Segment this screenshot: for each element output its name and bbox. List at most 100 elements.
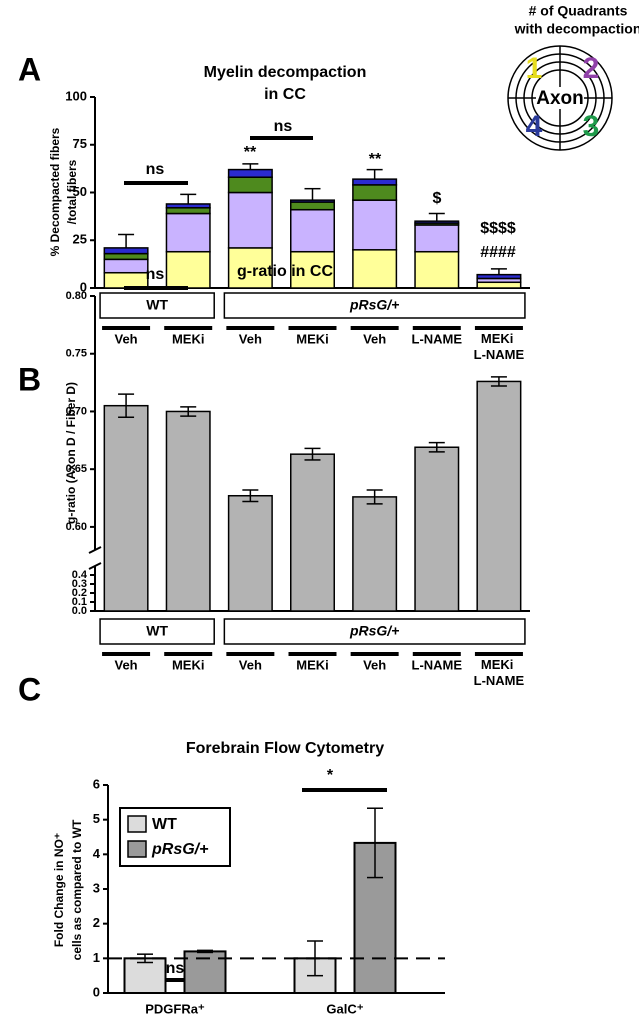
y-axis-label: % Decompacted fibers (48, 127, 62, 256)
bar-segment (476, 273, 522, 280)
annotation: ns (274, 118, 293, 135)
x-tick-label: MEKi (172, 657, 205, 672)
bar (414, 446, 460, 612)
y-tick-label: 0.65 (66, 463, 87, 475)
legend-title: with decompaction (514, 21, 639, 37)
annotation: ns (146, 161, 165, 178)
category-underline (164, 326, 213, 330)
y-axis-label: g-ratio (Axon D / Fiber D) (64, 382, 78, 524)
category-underline (474, 326, 523, 330)
bar (290, 453, 335, 612)
bar-segment (227, 247, 273, 289)
category-underline (164, 652, 213, 656)
bar-segment (290, 199, 335, 203)
x-tick-label: Veh (363, 331, 386, 346)
bar-segment (103, 252, 149, 261)
x-tick-label: MEKi L-NAME (474, 331, 525, 362)
x-tick-label: L-NAME (412, 657, 463, 672)
bar-segment (352, 184, 398, 201)
x-tick-label: Veh (239, 657, 262, 672)
error-bar (367, 807, 383, 879)
legend-label: 4 (526, 110, 543, 143)
error-bar (428, 212, 445, 222)
annotation: ns (146, 266, 165, 283)
legend-label: 1 (526, 52, 543, 85)
error-bar (180, 406, 197, 417)
bar-segment (476, 281, 522, 289)
panel-label: A (18, 51, 41, 87)
chart-title: Forebrain Flow Cytometry (186, 740, 384, 757)
legend-label: pRsG/+ (151, 841, 208, 858)
category-underline (350, 652, 399, 656)
y-tick-label: 6 (93, 776, 100, 791)
y-tick-label: 0.3 (72, 578, 87, 590)
legend-label: 3 (583, 110, 600, 143)
error-bar (366, 168, 383, 180)
bar-segment (165, 250, 211, 289)
category-underline (412, 326, 461, 330)
bar-segment (352, 178, 398, 186)
category-underline (102, 326, 151, 330)
y-tick-label: 0.4 (72, 569, 88, 581)
legend-swatch (127, 815, 147, 833)
bar (227, 494, 273, 612)
y-tick-label: 1 (93, 950, 100, 965)
category-underline (288, 652, 337, 656)
legend-label: WT (152, 816, 177, 833)
error-bar (118, 393, 135, 418)
x-tick-label: Veh (115, 331, 138, 346)
bar-segment (352, 199, 398, 251)
category-underline (412, 652, 461, 656)
y-tick-label: 0.75 (66, 348, 87, 360)
group-box (223, 292, 526, 319)
group-label: WT (146, 623, 168, 639)
legend-title: # of Quadrants (529, 3, 628, 19)
chart-title: Myelin decompaction (204, 64, 367, 81)
chart-title: in CC (264, 86, 306, 103)
annotation: #### (480, 244, 516, 261)
x-tick-label: PDGFRa⁺ (145, 1001, 205, 1016)
annotation: ** (244, 144, 257, 161)
group-label: pRsG/+ (349, 623, 399, 639)
bar (103, 404, 149, 612)
y-tick-label: 0.2 (72, 587, 87, 599)
bar-segment (227, 168, 273, 178)
annotation: ** (369, 151, 382, 168)
group-label: WT (146, 297, 168, 313)
group-label: pRsG/+ (349, 297, 399, 313)
bar-segment (103, 258, 149, 274)
y-tick-label: 3 (93, 880, 100, 895)
legend-label: 2 (583, 52, 600, 85)
y-axis-label: /total fibers (65, 159, 79, 224)
bar-segment (165, 203, 211, 209)
bar-segment (352, 249, 398, 289)
x-tick-label: GalC⁺ (326, 1001, 363, 1016)
error-bar (490, 268, 507, 275)
y-tick-label: 0.0 (72, 605, 87, 617)
y-tick-label: 0 (80, 279, 87, 294)
y-tick-label: 0.70 (66, 405, 87, 417)
y-tick-label: 0.60 (66, 521, 87, 533)
group-box (223, 618, 526, 645)
y-tick-label: 4 (93, 846, 101, 861)
category-underline (102, 652, 151, 656)
y-tick-label: 0.80 (66, 290, 87, 302)
y-tick-label: 75 (73, 136, 87, 151)
bar-segment (414, 250, 460, 289)
bar-segment (414, 220, 460, 224)
error-bar (304, 447, 321, 461)
category-underline (350, 326, 399, 330)
x-tick-label: L-NAME (412, 331, 463, 346)
error-bar (197, 949, 213, 954)
y-axis-label: cells as compared to WT (70, 819, 84, 960)
x-tick-label: MEKi (296, 657, 329, 672)
error-bar (366, 489, 383, 505)
y-tick-label: 0 (93, 984, 100, 999)
y-axis-label: Fold Change in NO⁺ (52, 833, 66, 947)
bar-segment (227, 176, 273, 194)
y-tick-label: 0.1 (72, 596, 87, 608)
bar-segment (290, 201, 335, 211)
error-bar (428, 441, 445, 453)
bar-segment (165, 212, 211, 253)
